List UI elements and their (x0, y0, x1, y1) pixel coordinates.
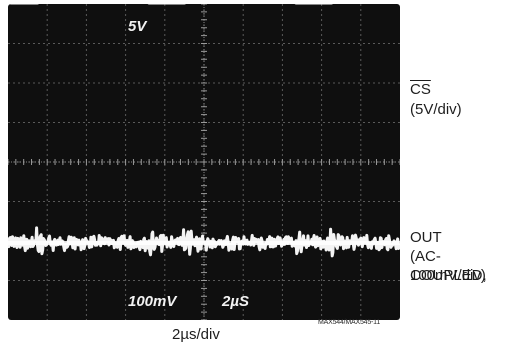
cs-trace-name: CS (410, 81, 431, 98)
x-axis-scale-label: 2µs/div (172, 326, 220, 343)
out-trace-coupling: (AC-COUPLED, (410, 248, 487, 284)
figure-reference-label: MAX544/MAX545-11 (318, 319, 381, 326)
scope-top-scale-text: 5V (128, 18, 148, 35)
cs-trace-scale: (5V/div) (410, 101, 462, 118)
oscilloscope-screen: 5V 100mV 2µS (8, 4, 400, 320)
out-trace-name: OUT (410, 229, 442, 246)
out-trace-scale: 100mV/div) (410, 267, 486, 284)
scope-bottom-left-scale-text: 100mV (128, 293, 178, 310)
scope-traces (8, 4, 400, 258)
scope-grid (8, 4, 400, 320)
scope-bottom-right-scale-text: 2µS (221, 293, 249, 310)
